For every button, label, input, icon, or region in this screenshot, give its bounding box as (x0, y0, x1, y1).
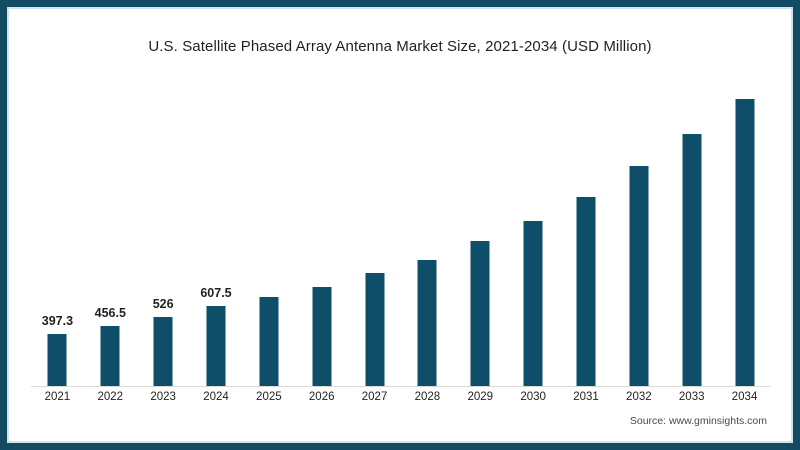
bar-slot: 607.5 (190, 69, 243, 386)
bar[interactable] (523, 221, 543, 386)
bar[interactable] (153, 316, 173, 386)
bar-slot: 526 (137, 69, 190, 386)
bar-slot (507, 69, 560, 386)
plot-area: 397.3 456.5 526 607.5 (31, 69, 771, 387)
x-tick-label: 2034 (731, 391, 758, 403)
bar-series: 397.3 456.5 526 607.5 (31, 69, 771, 386)
bar[interactable] (470, 241, 490, 386)
bar-slot (454, 69, 507, 386)
x-tick-label: 2028 (414, 391, 441, 403)
x-tick-label: 2030 (520, 391, 546, 403)
chart-canvas: U.S. Satellite Phased Array Antenna Mark… (9, 9, 791, 441)
bar-slot (665, 69, 718, 386)
x-tick-label: 2022 (97, 391, 124, 403)
chart-title: U.S. Satellite Phased Array Antenna Mark… (148, 38, 652, 55)
bar[interactable] (312, 286, 332, 386)
bar-value-label: 456.5 (94, 305, 126, 320)
bar-slot (612, 69, 665, 386)
bar-value-label: 397.3 (41, 313, 74, 328)
bar[interactable] (100, 325, 120, 386)
bar[interactable] (735, 98, 755, 386)
bar-slot (718, 69, 771, 386)
bar-slot (348, 69, 401, 386)
x-tick-label: 2031 (573, 391, 599, 403)
bar[interactable] (682, 134, 702, 386)
x-tick-label: 2029 (467, 391, 494, 403)
bar[interactable] (576, 196, 596, 386)
bar[interactable] (47, 333, 67, 386)
x-tick-label: 2027 (361, 391, 388, 403)
x-tick-label: 2023 (150, 391, 176, 403)
bar-slot (242, 69, 295, 386)
bar-value-label: 526 (152, 296, 174, 311)
bar-slot (560, 69, 613, 386)
bar[interactable] (259, 297, 279, 386)
bar-slot: 456.5 (84, 69, 137, 386)
x-axis-line (31, 386, 771, 387)
bar-slot (401, 69, 454, 386)
bar[interactable] (206, 305, 226, 386)
bar-slot: 397.3 (31, 69, 84, 386)
bar[interactable] (417, 259, 437, 386)
x-tick-label: 2021 (44, 391, 71, 403)
x-tick-label: 2024 (203, 391, 229, 403)
x-tick-label: 2033 (678, 391, 705, 403)
bar[interactable] (365, 273, 385, 386)
bar[interactable] (629, 166, 649, 386)
bar-slot (295, 69, 348, 386)
x-tick-label: 2026 (308, 391, 335, 403)
bar-value-label: 607.5 (200, 285, 232, 300)
source-attribution: Source: www.gminsights.com (629, 415, 767, 427)
x-tick-label: 2032 (626, 391, 652, 403)
x-axis-tick-labels: 2021 2022 2023 2024 2025 2026 2027 2028 2029 2030… (31, 391, 771, 409)
x-tick-label: 2025 (256, 391, 282, 403)
